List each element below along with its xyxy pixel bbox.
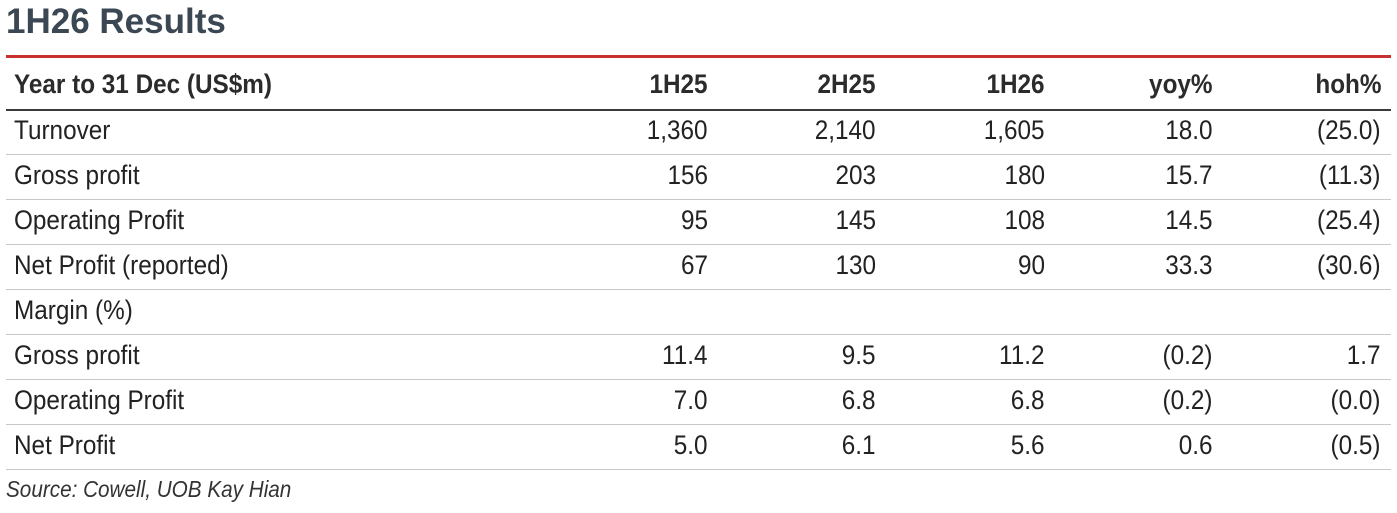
row-rule xyxy=(6,379,1391,380)
cell-value: 7.0 xyxy=(674,385,708,415)
cell-value: 180 xyxy=(1004,160,1045,190)
cell-value: 145 xyxy=(835,205,876,235)
cell-value: 130 xyxy=(835,250,876,280)
row-rule xyxy=(6,199,1391,200)
row-label: Gross profit xyxy=(14,160,140,190)
column-header: hoh% xyxy=(1314,69,1381,99)
cell-value: (11.3) xyxy=(1319,160,1381,190)
row-rule xyxy=(6,424,1391,425)
cell-value: 5.6 xyxy=(1011,430,1045,460)
row-label: Operating Profit xyxy=(14,205,185,235)
column-header: 2H25 xyxy=(817,69,876,99)
cell-value: 9.5 xyxy=(842,340,876,370)
row-rule xyxy=(6,244,1391,245)
cell-value: 11.4 xyxy=(662,340,708,370)
row-rule xyxy=(6,334,1391,335)
row-label: Operating Profit xyxy=(14,385,185,415)
cell-value: 156 xyxy=(667,160,708,190)
column-header: Year to 31 Dec (US$m) xyxy=(14,69,272,99)
row-label: Turnover xyxy=(14,115,111,145)
row-label: Net Profit (reported) xyxy=(14,250,229,280)
cell-value: 0.6 xyxy=(1179,430,1213,460)
cell-value: (0.0) xyxy=(1331,385,1381,415)
column-header: 1H25 xyxy=(649,69,708,99)
cell-value: 33.3 xyxy=(1165,250,1213,280)
cell-value: 1,360 xyxy=(647,115,708,145)
cell-value: 15.7 xyxy=(1165,160,1213,190)
header-rule xyxy=(6,109,1391,111)
title-rule xyxy=(6,55,1391,58)
source-note: Source: Cowell, UOB Kay Hian xyxy=(6,476,292,502)
cell-value: (0.5) xyxy=(1331,430,1381,460)
row-rule xyxy=(6,289,1391,290)
column-header: 1H26 xyxy=(986,69,1045,99)
cell-value: 11.2 xyxy=(999,340,1045,370)
cell-value: 18.0 xyxy=(1165,115,1213,145)
cell-value: 5.0 xyxy=(674,430,708,460)
cell-value: 108 xyxy=(1004,205,1045,235)
cell-value: 1.7 xyxy=(1347,340,1381,370)
cell-value: 2,140 xyxy=(815,115,876,145)
row-label: Gross profit xyxy=(14,340,140,370)
cell-value: 203 xyxy=(835,160,876,190)
cell-value: 67 xyxy=(680,250,708,280)
cell-value: 14.5 xyxy=(1165,205,1213,235)
cell-value: 6.8 xyxy=(1011,385,1045,415)
cell-value: 6.8 xyxy=(842,385,876,415)
cell-value: (0.2) xyxy=(1163,340,1213,370)
cell-value: 90 xyxy=(1017,250,1045,280)
cell-value: 95 xyxy=(680,205,708,235)
row-rule xyxy=(6,469,1391,470)
row-label: Net Profit xyxy=(14,430,116,460)
cell-value: 6.1 xyxy=(842,430,876,460)
row-rule xyxy=(6,154,1391,155)
cell-value: 1,605 xyxy=(984,115,1045,145)
column-header: yoy% xyxy=(1149,69,1213,99)
title: 1H26 Results xyxy=(6,2,226,41)
cell-value: (30.6) xyxy=(1317,250,1381,280)
cell-value: (0.2) xyxy=(1163,385,1213,415)
row-label: Margin (%) xyxy=(14,295,133,325)
cell-value: (25.4) xyxy=(1317,205,1381,235)
cell-value: (25.0) xyxy=(1317,115,1381,145)
